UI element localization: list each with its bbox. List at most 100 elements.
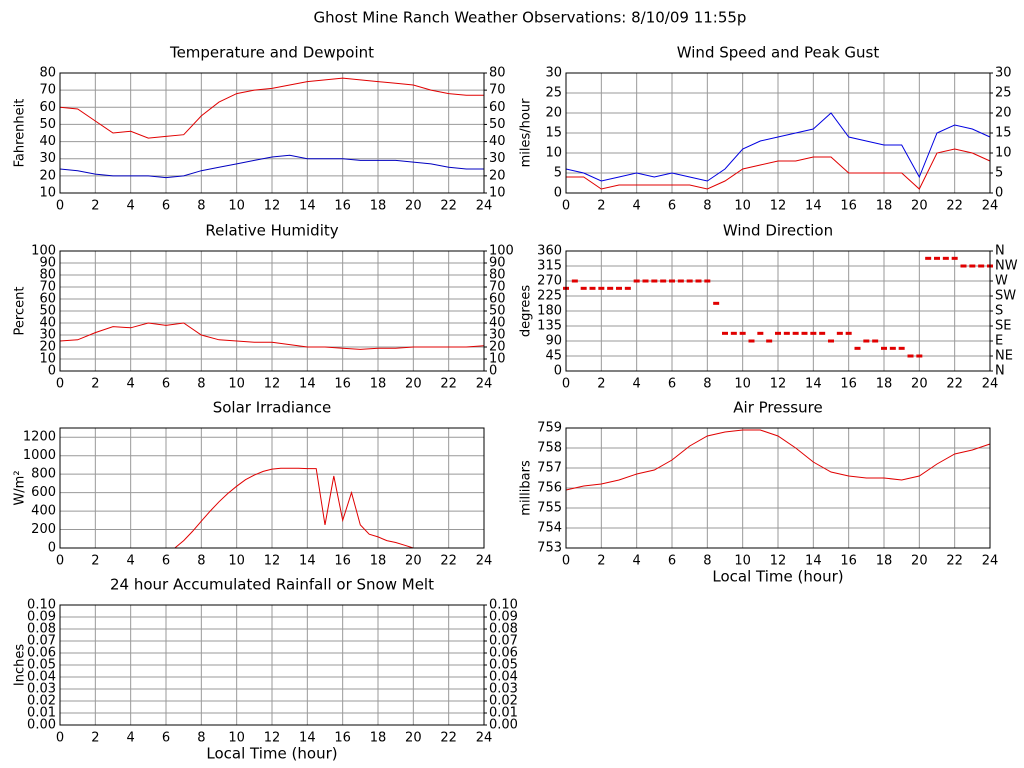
x-tick-label: 2 (91, 731, 99, 746)
y2-tick-label: 0.05 (489, 658, 518, 673)
x-tick-label: 14 (805, 199, 822, 214)
x-tick-label: 4 (633, 199, 641, 214)
point (916, 354, 923, 358)
point (942, 256, 949, 260)
y2-tick-label: 30 (489, 151, 506, 166)
x-tick-label: 0 (56, 377, 64, 392)
point (898, 346, 905, 350)
x-tick-label: 10 (228, 377, 245, 392)
x-tick-label: 10 (734, 199, 751, 214)
point (748, 339, 755, 343)
y2-tick-label: 15 (995, 126, 1012, 141)
x-tick-label: 10 (228, 199, 245, 214)
x-axis-label: Local Time (hour) (712, 568, 843, 586)
y2-tick-label: 20 (489, 340, 506, 355)
y-tick-label: 100 (31, 244, 56, 259)
y2-tick-label: 0.10 (489, 598, 518, 613)
x-tick-label: 18 (876, 377, 893, 392)
y-tick-label: 0.05 (27, 658, 56, 673)
y2-tick-label: S (995, 304, 1003, 319)
y-tick-label: 315 (537, 259, 562, 274)
y-axis-label: miles/hour (519, 98, 534, 167)
point (616, 286, 622, 290)
point (766, 339, 773, 343)
x-tick-label: 24 (982, 554, 999, 569)
y-tick-label: 0.00 (27, 718, 56, 733)
y2-tick-label: 0.07 (489, 634, 518, 649)
point (624, 286, 631, 290)
point (810, 331, 817, 335)
x-tick-label: 24 (476, 731, 493, 746)
y-tick-label: 360 (537, 244, 562, 259)
y-tick-label: 0.08 (27, 622, 56, 637)
y2-tick-label: SW (995, 289, 1016, 304)
y-tick-label: 0.10 (27, 598, 56, 613)
x-tick-label: 20 (405, 199, 422, 214)
point (580, 286, 587, 290)
point (969, 264, 976, 268)
x-tick-label: 24 (982, 199, 999, 214)
x-tick-label: 22 (946, 199, 963, 214)
y-tick-label: 30 (39, 328, 56, 343)
point (722, 331, 728, 335)
y-tick-label: 10 (39, 186, 56, 201)
y2-tick-label: 60 (489, 292, 506, 307)
point (854, 346, 861, 350)
y2-tick-label: 0.09 (489, 610, 518, 625)
y-tick-label: 50 (39, 117, 56, 132)
x-tick-label: 16 (840, 554, 857, 569)
y2-tick-label: NE (995, 349, 1013, 364)
x-tick-label: 4 (127, 731, 135, 746)
y-tick-label: 0.06 (27, 646, 56, 661)
x-tick-label: 16 (334, 377, 351, 392)
chart-title: 24 hour Accumulated Rainfall or Snow Mel… (110, 576, 434, 594)
point (775, 331, 781, 335)
x-tick-label: 22 (440, 199, 457, 214)
point (934, 256, 940, 260)
point (633, 279, 640, 283)
point (757, 331, 764, 335)
y2-tick-label: 80 (489, 268, 506, 283)
x-tick-label: 12 (264, 199, 281, 214)
y-tick-label: 50 (39, 304, 56, 319)
y-tick-label: 200 (31, 522, 56, 537)
y2-tick-label: 10 (489, 352, 506, 367)
y-tick-label: 135 (537, 319, 562, 334)
x-tick-label: 12 (770, 377, 787, 392)
y2-tick-label: N (995, 364, 1005, 379)
plot-frame (59, 72, 485, 194)
y-tick-label: 755 (537, 501, 562, 516)
point (669, 279, 675, 283)
x-tick-label: 18 (370, 377, 387, 392)
x-tick-label: 10 (734, 377, 751, 392)
point (978, 264, 985, 268)
x-tick-label: 6 (162, 731, 170, 746)
x-tick-label: 22 (946, 377, 963, 392)
y-tick-label: 800 (31, 467, 56, 482)
y-tick-label: 0.01 (27, 706, 56, 721)
x-tick-label: 8 (197, 731, 205, 746)
y-tick-label: 5 (554, 166, 562, 181)
point (660, 279, 667, 283)
y2-tick-label: 5 (995, 166, 1003, 181)
y-tick-label: 90 (39, 256, 56, 271)
plot-frame (59, 250, 485, 372)
chart-title: Relative Humidity (205, 222, 338, 240)
y-tick-label: 225 (537, 289, 562, 304)
y-tick-label: 15 (545, 126, 562, 141)
x-tick-label: 24 (982, 377, 999, 392)
y-axis-label: Inches (13, 644, 28, 686)
x-tick-label: 24 (476, 554, 493, 569)
x-tick-label: 12 (264, 377, 281, 392)
y2-tick-label: 50 (489, 117, 506, 132)
point (713, 301, 720, 305)
x-tick-label: 18 (370, 199, 387, 214)
x-tick-label: 4 (127, 377, 135, 392)
series-line (565, 112, 991, 182)
x-tick-label: 16 (334, 554, 351, 569)
plot-frame (565, 427, 991, 549)
point (686, 279, 693, 283)
y2-tick-label: 0.01 (489, 706, 518, 721)
x-tick-label: 18 (370, 731, 387, 746)
y-axis-label: degrees (519, 285, 534, 338)
